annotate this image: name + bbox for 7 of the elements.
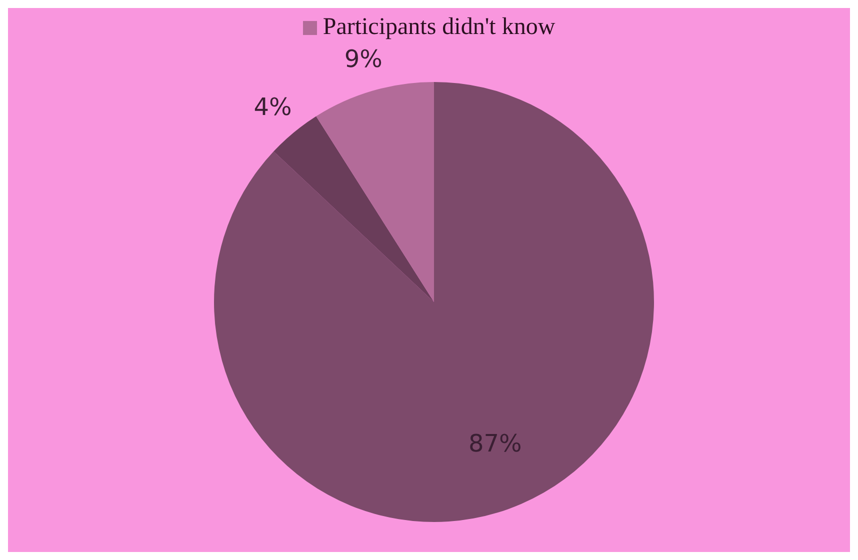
data-label: 4% (254, 93, 292, 122)
data-label: 9% (344, 45, 382, 74)
pie-slice (214, 82, 654, 522)
legend-label: Participants didn't know (322, 14, 556, 41)
pie-slice (274, 116, 434, 302)
pie-slice (316, 82, 434, 302)
data-label: 87% (468, 429, 522, 458)
